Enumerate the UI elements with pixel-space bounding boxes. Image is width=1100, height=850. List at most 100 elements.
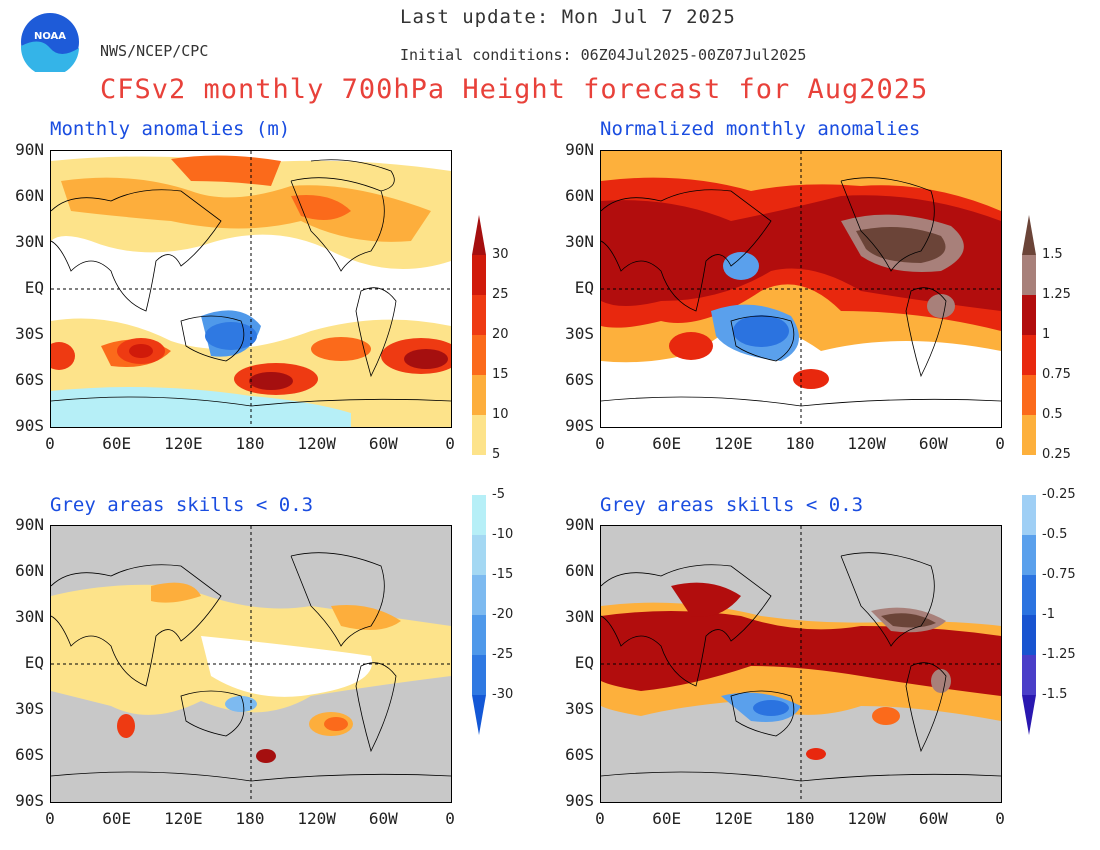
colorbar-swatch <box>472 655 486 695</box>
lat-tick-label: 90S <box>15 416 44 435</box>
colorbar-top-arrow <box>1022 215 1036 255</box>
lon-tick-label: 120W <box>847 434 886 453</box>
page-title: CFSv2 monthly 700hPa Height forecast for… <box>100 74 929 105</box>
colorbar-label: 0.5 <box>1042 407 1063 422</box>
lon-tick-label: 120E <box>714 434 753 453</box>
lon-tick-label: 120E <box>164 809 203 828</box>
map-panel-skill-normalized <box>600 525 1002 803</box>
lat-tick-label: 90N <box>15 140 44 159</box>
lat-tick-label: 90N <box>15 515 44 534</box>
colorbar-swatch <box>1022 335 1036 375</box>
lon-tick-label: 180 <box>235 809 265 828</box>
lat-tick-label: 90S <box>15 791 44 810</box>
colorbar-swatch <box>472 495 486 535</box>
panel-title-bottom-left: Grey areas skills < 0.3 <box>50 494 314 516</box>
colorbar-label: -0.5 <box>1042 527 1068 542</box>
lat-tick-label: 30N <box>565 607 594 626</box>
lon-tick-label: 60E <box>652 434 682 453</box>
colorbar-normalized: 1.5 1.25 1 0.75 0.5 0.25 -0.25 -0.5 -0.75 -1 -1.25… <box>1022 215 1100 744</box>
lon-tick-label: 60W <box>918 434 948 453</box>
colorbar-swatch <box>1022 295 1036 335</box>
lat-tick-label: 30N <box>565 232 594 251</box>
colorbar-swatch <box>472 455 486 495</box>
lat-tick-label: 30S <box>15 324 44 343</box>
lat-tick-label: 60N <box>565 186 594 205</box>
lon-tick-label: 0 <box>995 809 1005 828</box>
map-panel-anomalies <box>50 150 452 428</box>
colorbar-swatch <box>472 615 486 655</box>
lat-tick-label: EQ <box>24 278 44 297</box>
colorbar-label: 30 <box>492 247 509 262</box>
colorbar-label: -20 <box>492 607 514 622</box>
colorbar-bottom-arrow <box>1022 695 1036 735</box>
colorbar-label: -1.5 <box>1042 687 1068 702</box>
lat-tick-label: 60S <box>565 745 594 764</box>
colorbar-label: 20 <box>492 327 509 342</box>
lat-tick-label: 30N <box>15 607 44 626</box>
lon-tick-label: 0 <box>445 809 455 828</box>
colorbar-label: -25 <box>492 647 514 662</box>
lat-tick-label: 30S <box>15 699 44 718</box>
lon-tick-label: 60W <box>918 809 948 828</box>
colorbar-label: 0.75 <box>1042 367 1071 382</box>
lat-tick-label: 30S <box>565 699 594 718</box>
colorbar-label: 1.5 <box>1042 247 1063 262</box>
colorbar-label: 25 <box>492 287 509 302</box>
initial-conditions: Initial conditions: 06Z04Jul2025-00Z07Ju… <box>400 46 807 64</box>
lon-tick-label: 120W <box>297 434 336 453</box>
colorbar-label: -10 <box>492 527 514 542</box>
colorbar-label: -1 <box>1042 607 1055 622</box>
panel-title-top-right: Normalized monthly anomalies <box>600 118 921 140</box>
lon-tick-label: 60E <box>652 809 682 828</box>
colorbar-swatch <box>1022 415 1036 455</box>
colorbar-swatch <box>472 375 486 415</box>
colorbar-swatch <box>472 295 486 335</box>
colorbar-label: -15 <box>492 567 514 582</box>
lat-tick-label: 60N <box>15 561 44 580</box>
lat-tick-label: 90S <box>565 416 594 435</box>
colorbar-top-arrow <box>472 215 486 255</box>
lat-tick-label: 60S <box>15 370 44 389</box>
colorbar-swatch <box>472 255 486 295</box>
lat-tick-label: EQ <box>574 278 594 297</box>
colorbar-swatch <box>1022 535 1036 575</box>
lat-tick-label: 60N <box>15 186 44 205</box>
lat-tick-label: EQ <box>574 653 594 672</box>
colorbar-label: -5 <box>492 487 505 502</box>
colorbar-swatch <box>1022 255 1036 295</box>
colorbar-label: 10 <box>492 407 509 422</box>
lon-tick-label: 120E <box>714 809 753 828</box>
lon-tick-label: 180 <box>785 809 815 828</box>
colorbar-label: -0.75 <box>1042 567 1076 582</box>
org-label: NWS/NCEP/CPC <box>100 42 209 60</box>
lon-tick-label: 60W <box>368 434 398 453</box>
lon-tick-label: 60W <box>368 809 398 828</box>
colorbar-swatch <box>472 575 486 615</box>
colorbar-swatch <box>472 335 486 375</box>
lon-tick-label: 120W <box>297 809 336 828</box>
lon-tick-label: 60E <box>102 809 132 828</box>
colorbar-bottom-arrow <box>472 695 486 735</box>
lat-tick-label: EQ <box>24 653 44 672</box>
lat-tick-label: 90N <box>565 140 594 159</box>
lon-tick-label: 0 <box>595 434 605 453</box>
last-update: Last update: Mon Jul 7 2025 <box>400 6 736 28</box>
lon-tick-label: 60E <box>102 434 132 453</box>
lat-tick-label: 60S <box>565 370 594 389</box>
lat-tick-label: 60N <box>565 561 594 580</box>
lon-tick-label: 0 <box>595 809 605 828</box>
lon-tick-label: 0 <box>445 434 455 453</box>
colorbar-label: -1.25 <box>1042 647 1076 662</box>
colorbar-swatch <box>472 535 486 575</box>
lat-tick-label: 60S <box>15 745 44 764</box>
lat-tick-label: 90S <box>565 791 594 810</box>
colorbar-label: -30 <box>492 687 514 702</box>
lon-tick-label: 120W <box>847 809 886 828</box>
colorbar-swatch <box>1022 455 1036 495</box>
lon-tick-label: 180 <box>235 434 265 453</box>
logo-text: NOAA <box>34 31 66 42</box>
map-panel-normalized <box>600 150 1002 428</box>
lon-tick-label: 0 <box>45 809 55 828</box>
lat-tick-label: 30N <box>15 232 44 251</box>
colorbar-swatch <box>1022 495 1036 535</box>
